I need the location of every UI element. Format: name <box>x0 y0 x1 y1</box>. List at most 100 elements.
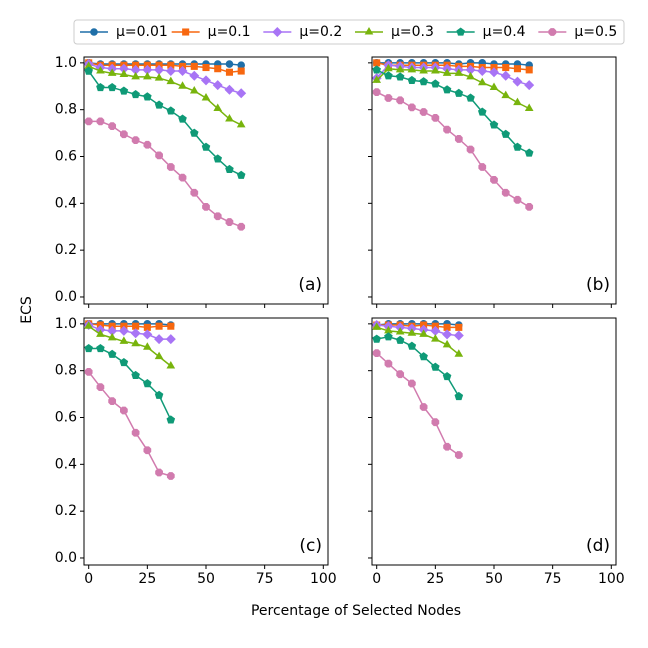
marker <box>524 80 535 91</box>
panel-label: (c) <box>299 536 322 556</box>
marker <box>154 334 165 345</box>
marker <box>442 339 452 348</box>
marker <box>454 88 464 97</box>
marker <box>407 64 417 73</box>
marker <box>372 334 381 343</box>
marker <box>525 66 533 74</box>
marker <box>143 140 152 149</box>
marker <box>178 81 187 89</box>
legend-marker <box>272 27 283 37</box>
marker <box>408 379 416 388</box>
y-tick-label: 0.4 <box>55 195 77 211</box>
marker <box>154 351 164 360</box>
marker <box>201 75 211 86</box>
marker <box>120 406 128 415</box>
marker <box>166 76 176 85</box>
marker <box>225 114 234 122</box>
marker <box>165 66 176 77</box>
marker <box>154 64 165 75</box>
marker <box>512 76 523 87</box>
marker <box>130 64 141 75</box>
marker <box>395 335 405 344</box>
marker <box>407 341 417 350</box>
marker <box>84 117 93 126</box>
marker <box>454 349 464 357</box>
marker <box>213 212 222 221</box>
panel-label: (a) <box>298 275 322 295</box>
marker <box>237 222 246 231</box>
marker <box>96 117 105 126</box>
x-tick-label: 50 <box>485 571 503 587</box>
marker <box>419 77 428 86</box>
marker <box>384 332 393 341</box>
y-tick-label: 0.4 <box>55 456 77 472</box>
marker <box>384 94 393 102</box>
marker <box>131 71 140 80</box>
marker <box>419 66 428 74</box>
marker <box>189 128 199 137</box>
marker <box>431 113 440 122</box>
legend-marker <box>456 27 465 36</box>
x-tick-label: 100 <box>598 571 625 587</box>
marker <box>372 349 381 357</box>
marker <box>119 357 129 367</box>
marker <box>442 85 452 94</box>
legend-label: μ=0.2 <box>299 24 342 40</box>
legend-marker <box>90 28 98 36</box>
marker <box>178 173 187 182</box>
marker <box>236 119 246 128</box>
marker <box>213 154 223 163</box>
legend-label: μ=0.5 <box>574 24 617 40</box>
marker <box>96 66 105 74</box>
marker <box>166 415 176 424</box>
legend-label: μ=0.1 <box>208 24 251 40</box>
marker <box>107 82 117 92</box>
marker <box>143 323 151 331</box>
marker <box>108 122 117 130</box>
marker <box>443 323 451 331</box>
x-tick-label: 0 <box>372 571 381 587</box>
marker <box>166 163 175 171</box>
marker <box>143 71 152 80</box>
marker <box>431 66 440 74</box>
legend-label: μ=0.4 <box>483 24 526 40</box>
marker <box>395 64 405 73</box>
y-tick-label: 0.0 <box>55 289 77 305</box>
marker <box>478 163 487 171</box>
marker <box>202 64 210 72</box>
marker <box>489 120 499 129</box>
marker <box>96 82 105 92</box>
marker <box>500 70 511 81</box>
marker <box>524 103 534 112</box>
marker <box>525 202 534 211</box>
marker <box>202 202 210 211</box>
marker <box>107 332 117 341</box>
marker <box>372 322 382 330</box>
marker <box>466 93 475 102</box>
marker <box>177 66 188 77</box>
y-tick-label: 0.6 <box>55 410 77 426</box>
marker <box>131 370 140 379</box>
marker <box>154 100 164 109</box>
marker <box>108 397 117 405</box>
marker <box>477 66 488 77</box>
marker <box>408 103 416 112</box>
marker <box>118 325 129 336</box>
marker <box>513 142 522 151</box>
plot-frame <box>371 317 617 566</box>
marker <box>455 323 463 331</box>
marker <box>454 451 463 459</box>
marker <box>431 418 440 427</box>
marker <box>501 188 510 197</box>
marker <box>489 67 499 78</box>
marker <box>214 65 222 73</box>
plot-frame <box>371 56 617 305</box>
marker <box>213 103 223 112</box>
marker <box>502 64 510 72</box>
marker <box>154 73 164 81</box>
plot-frame <box>83 317 329 566</box>
legend-marker <box>548 28 557 36</box>
panel-label: (b) <box>586 275 610 295</box>
marker <box>212 80 223 91</box>
marker <box>454 68 464 76</box>
